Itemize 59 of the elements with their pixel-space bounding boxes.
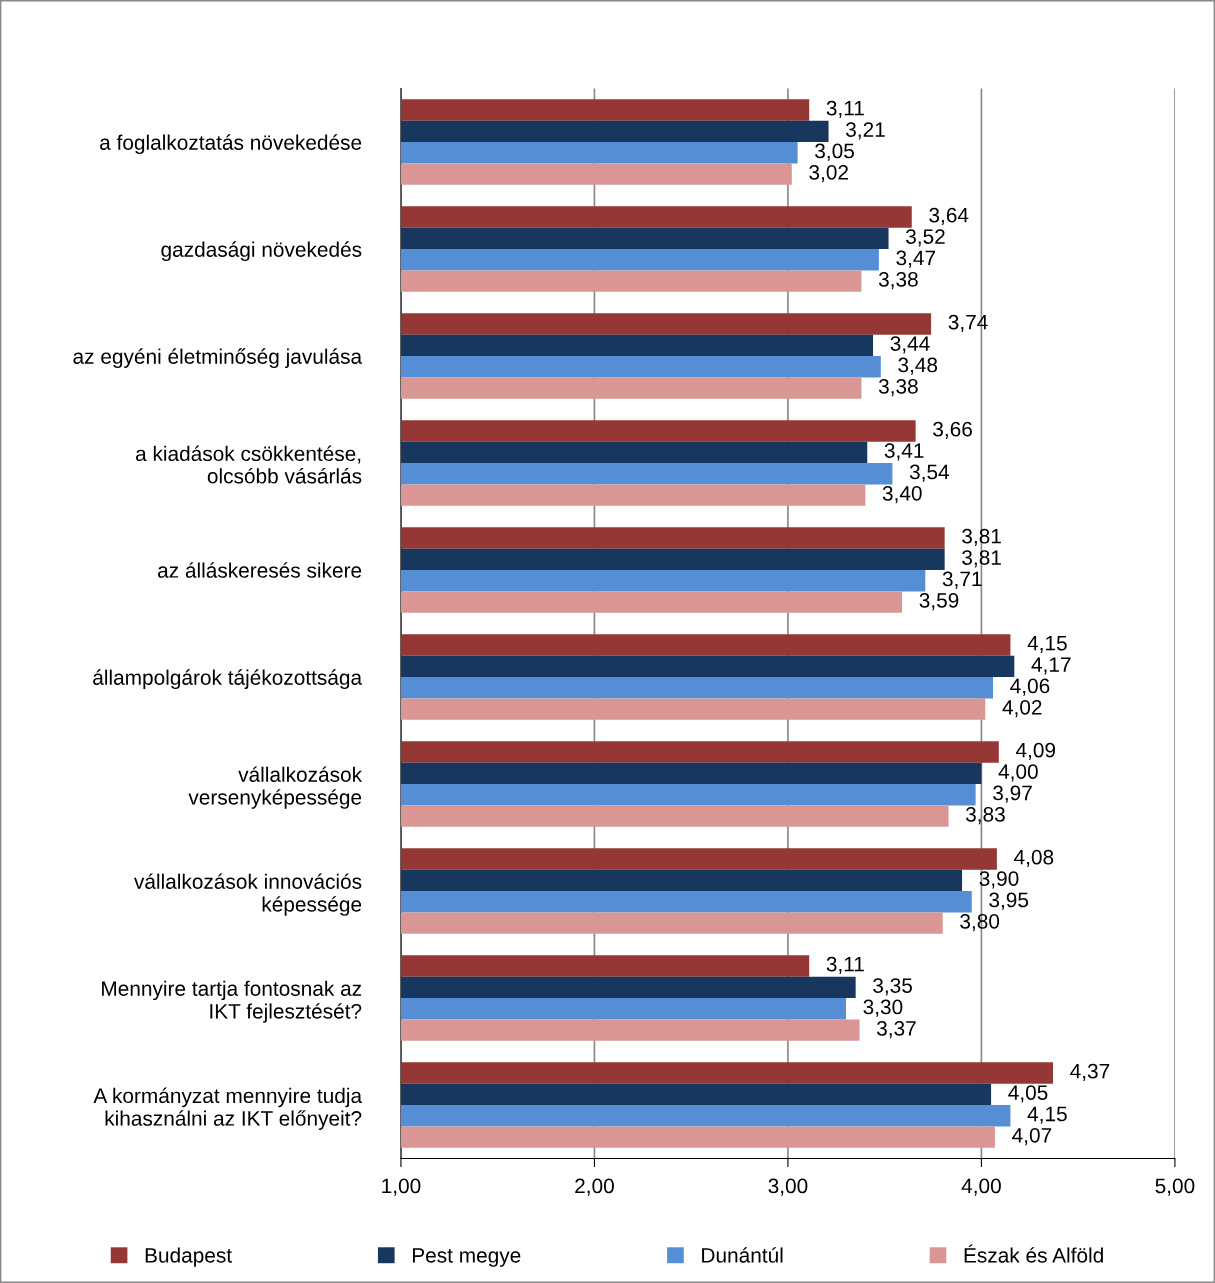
data-label: 3,47 (896, 250, 936, 268)
legend-label: Pest megye (412, 1248, 521, 1267)
data-label: 3,11 (826, 100, 864, 118)
data-label: 4,09 (1015, 742, 1056, 760)
data-label: 3,64 (929, 207, 969, 225)
data-label: 3,59 (919, 592, 959, 611)
data-label: 3,35 (873, 978, 912, 996)
data-label: 3,21 (846, 122, 885, 140)
x-tick-label: 2,00 (575, 1178, 614, 1196)
data-label: 3,66 (933, 421, 972, 439)
data-label: 4,06 (1010, 678, 1050, 696)
data-label: 3,02 (809, 164, 848, 183)
legend-label: Észak és Alföld (964, 1244, 1103, 1263)
y-tick-label: vállalkozások innovációs képessége (134, 873, 362, 916)
data-label: 4,02 (1002, 699, 1042, 718)
data-label: 4,37 (1070, 1063, 1110, 1081)
data-label: 3,95 (989, 892, 1029, 910)
data-label: 3,52 (906, 229, 945, 247)
data-label: 4,00 (998, 764, 1038, 782)
data-label: 3,74 (948, 314, 988, 332)
y-tick-label: vállalkozások versenyképessége (188, 766, 363, 809)
x-tick-label: 3,00 (768, 1178, 808, 1196)
data-label: 3,81 (962, 528, 1001, 546)
y-tick-label: gazdasági növekedés (161, 241, 362, 262)
data-label: 3,37 (876, 1020, 916, 1039)
x-tick-label: 4,00 (961, 1178, 1001, 1196)
data-label: 4,15 (1027, 635, 1067, 653)
data-label: 3,90 (979, 871, 1019, 889)
data-label: 4,15 (1027, 1106, 1067, 1124)
data-label: 3,80 (960, 913, 1000, 932)
y-tick-label: állampolgárok tájékozottsága (93, 669, 363, 690)
data-label: 4,05 (1008, 1085, 1048, 1103)
x-tick-label: 5,00 (1155, 1178, 1195, 1196)
y-tick-label: az egyéni életminőség javulása (73, 348, 363, 369)
data-label: 3,54 (909, 464, 950, 482)
data-label: 4,07 (1012, 1127, 1052, 1146)
data-label: 3,40 (882, 485, 922, 504)
x-tick-label: 1,00 (382, 1178, 421, 1196)
data-label: 3,44 (890, 336, 930, 354)
data-label: 4,08 (1014, 849, 1054, 867)
data-label: 3,41 (884, 443, 924, 461)
data-label: 3,30 (863, 999, 903, 1017)
data-label: 3,38 (878, 271, 918, 290)
y-tick-label: a kiadások csökkentése, olcsóbb vásárlás (135, 445, 362, 484)
data-label: 3,38 (878, 378, 918, 397)
data-label: 3,48 (898, 357, 938, 375)
data-label: 3,11 (826, 956, 864, 974)
data-label: 3,05 (815, 143, 854, 161)
data-label: 4,17 (1031, 657, 1071, 675)
data-label: 3,97 (993, 785, 1032, 803)
legend-label: Dunántúl (702, 1247, 783, 1263)
data-label: 3,81 (962, 550, 1001, 568)
data-label: 3,83 (965, 806, 1005, 825)
legend-label: Budapest (145, 1247, 232, 1267)
y-tick-label: az álláskeresés sikere (158, 562, 362, 578)
y-tick-label: A kormányzat mennyire tudja kihasználni az IKT előnyeit? (93, 1087, 363, 1130)
y-tick-label: Mennyire tartja fontosnak az IKT fejlesztését? (102, 980, 362, 1023)
data-label: 3,71 (942, 571, 982, 589)
y-tick-label: a foglalkoztatás növekedése (100, 134, 362, 155)
